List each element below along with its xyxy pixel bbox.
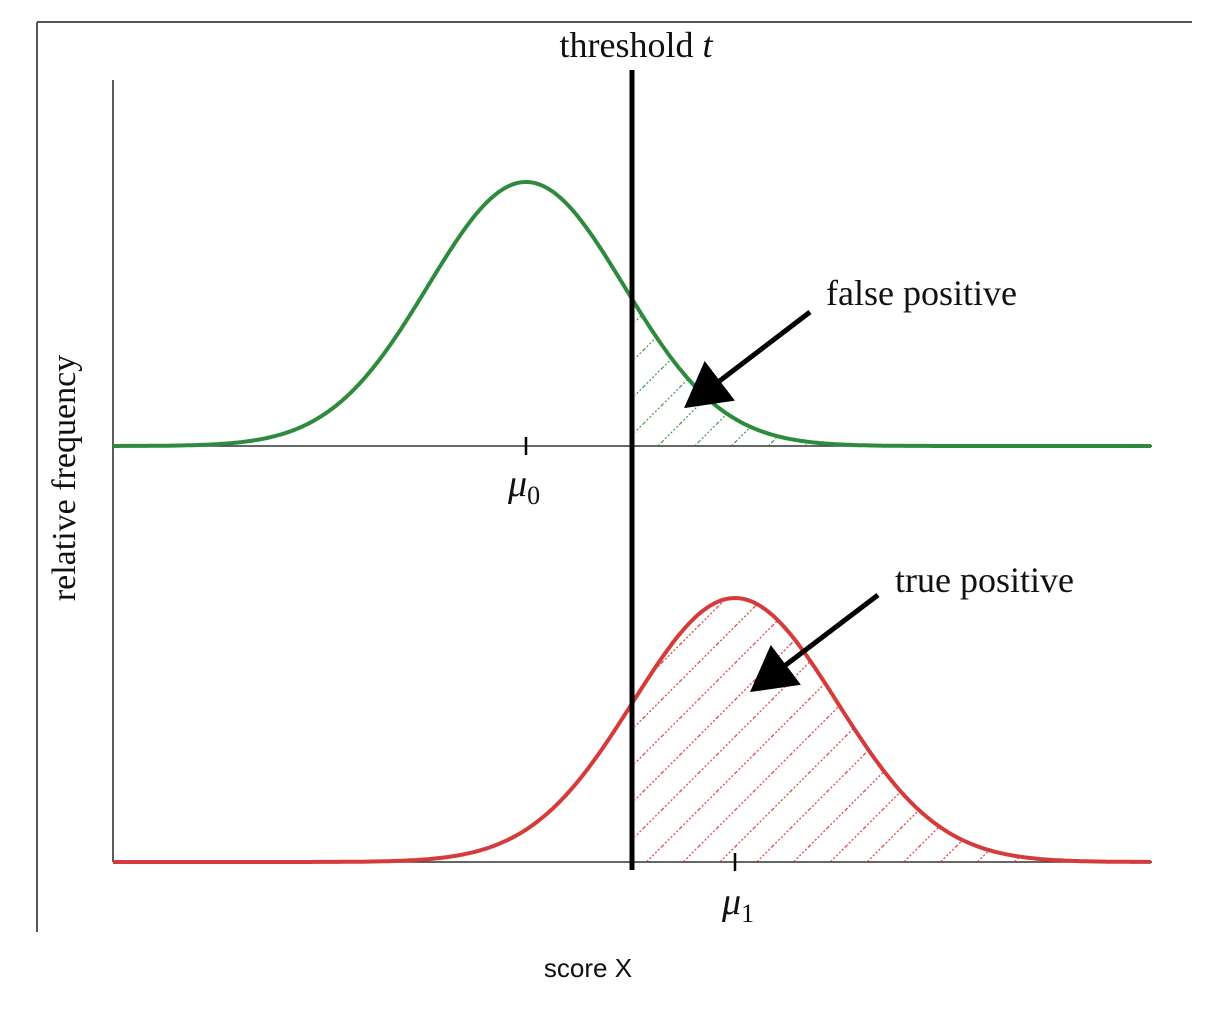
threshold-label: threshold t <box>560 25 714 65</box>
mu1-label: μ1 <box>721 881 754 928</box>
threshold-label-text: threshold <box>560 25 703 65</box>
true-positive-label: true positive <box>895 560 1074 600</box>
false-positive-area <box>635 303 899 446</box>
mu0-symbol: μ <box>507 463 527 505</box>
threshold-variable: t <box>702 25 713 65</box>
x-axis-label: score X <box>544 953 632 983</box>
false-positive-label: false positive <box>826 273 1017 313</box>
mu0-subscript: 0 <box>527 481 540 510</box>
true-positive-area <box>635 598 1109 862</box>
mu0-label: μ0 <box>507 463 540 510</box>
true-positive-arrow <box>750 593 880 693</box>
mu1-symbol: μ <box>721 881 741 923</box>
false-positive-arrow <box>684 310 812 409</box>
y-axis-label: relative frequency <box>46 355 83 601</box>
mu1-subscript: 1 <box>741 899 754 928</box>
